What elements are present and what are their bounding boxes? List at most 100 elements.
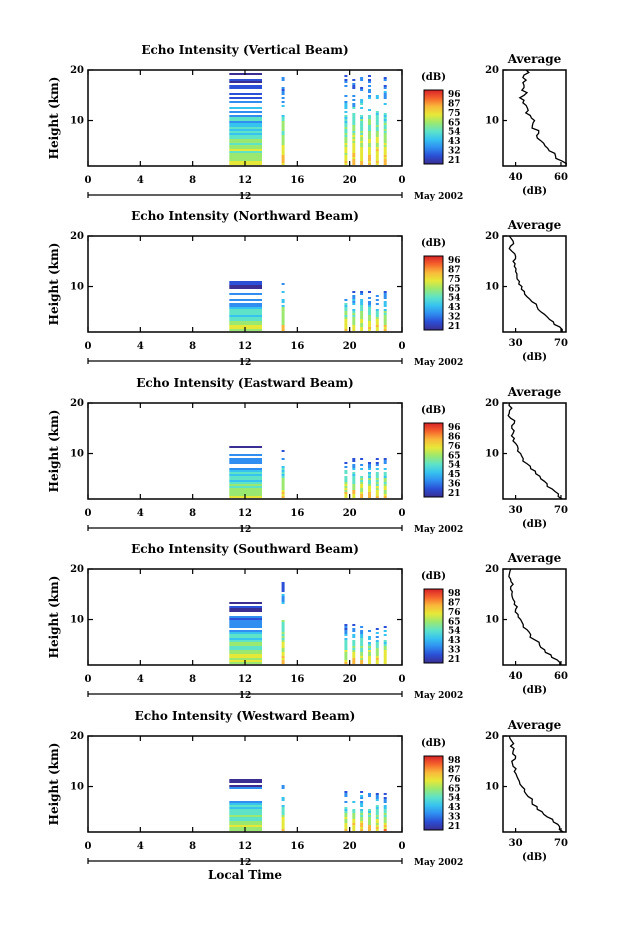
heatmap-cell xyxy=(368,81,371,83)
heatmap-cell xyxy=(375,821,379,823)
x-tick-label: 8 xyxy=(189,175,196,186)
avg-x-label: (dB) xyxy=(522,186,547,197)
heatmap-cell xyxy=(368,474,371,476)
x-tick-label: 12 xyxy=(238,508,252,519)
heatmap-cell xyxy=(368,153,371,155)
heatmap-cell xyxy=(352,133,356,135)
heatmap-cell xyxy=(281,650,285,652)
date-day-label: 12 xyxy=(239,858,252,868)
colorbar-tick-label: 96 xyxy=(448,90,461,100)
heatmap-cell xyxy=(344,472,348,474)
heatmap-cell xyxy=(352,125,356,127)
heatmap-cell xyxy=(352,121,356,123)
heatmap-cell xyxy=(229,151,262,153)
heatmap-cell xyxy=(229,157,262,159)
heatmap-cell xyxy=(360,654,364,656)
heatmap-cell xyxy=(375,323,379,325)
heatmap-cell xyxy=(360,486,364,488)
heatmap-cell xyxy=(229,159,262,161)
heatmap-cell xyxy=(352,315,356,317)
heatmap-cell xyxy=(352,113,356,115)
heatmap-cell xyxy=(368,95,371,97)
panel-4: Echo Intensity (Westward Beam) 20 10 Height… xyxy=(47,709,568,868)
heatmap-cell xyxy=(281,321,285,323)
heatmap-cell xyxy=(344,75,348,77)
heatmap-cell xyxy=(360,494,364,496)
heatmap-cell xyxy=(360,107,364,109)
heatmap-cell xyxy=(383,801,387,803)
heatmap-cell xyxy=(344,95,348,97)
x-tick-label: 0 xyxy=(85,175,92,186)
heatmap-cell xyxy=(368,654,371,656)
heatmap-cell xyxy=(375,496,379,498)
colorbar-tick-label: 21 xyxy=(448,156,461,166)
heatmap-data xyxy=(229,281,387,331)
heatmap-cell xyxy=(352,490,356,492)
heatmap-cell xyxy=(352,458,356,460)
heatmap-cell xyxy=(352,107,356,109)
heatmap-cell xyxy=(281,624,285,626)
heatmap-cell xyxy=(229,147,262,149)
heatmap-cell xyxy=(383,131,387,133)
heatmap-cell xyxy=(229,474,262,476)
heatmap-cell xyxy=(352,325,356,327)
heatmap-cell xyxy=(229,618,262,620)
heatmap-cell xyxy=(368,630,371,632)
heatmap-cell xyxy=(360,307,364,309)
heatmap-cell xyxy=(352,131,356,133)
heatmap-cell xyxy=(229,123,262,125)
avg-x-label: (dB) xyxy=(522,519,547,530)
heatmap-cell xyxy=(281,805,285,807)
heatmap-cell xyxy=(383,807,387,809)
heatmap-cell xyxy=(229,458,262,460)
heatmap-cell xyxy=(344,813,348,815)
heatmap-cell xyxy=(281,652,285,654)
heatmap-cell xyxy=(375,313,379,315)
heatmap-cell xyxy=(360,819,364,821)
heatmap-cell xyxy=(229,327,262,329)
heatmap-cell xyxy=(281,482,285,484)
avg-frame xyxy=(502,568,567,666)
heatmap-cell xyxy=(375,813,379,815)
heatmap-cell xyxy=(281,817,285,819)
heatmap-cell xyxy=(360,829,364,831)
heatmap-cell xyxy=(360,131,364,133)
x-tick-label: 4 xyxy=(137,341,144,352)
heatmap-cell xyxy=(375,494,379,496)
heatmap-cell xyxy=(383,476,387,478)
heatmap-cell xyxy=(375,464,379,466)
heatmap-cell xyxy=(229,642,262,644)
heatmap-cell xyxy=(281,301,285,303)
heatmap-cell xyxy=(352,819,356,821)
heatmap-cell xyxy=(375,472,379,474)
colorbar-tick-label: 36 xyxy=(448,480,461,490)
avg-x-label: (dB) xyxy=(522,352,547,363)
x-tick-label: 20 xyxy=(343,341,357,352)
colorbar-tick-label: 76 xyxy=(448,442,461,452)
heatmap-cell xyxy=(229,823,262,825)
heatmap-cell xyxy=(344,644,348,646)
heatmap-cell xyxy=(229,287,262,289)
heatmap-cell xyxy=(368,660,371,662)
heatmap-cell xyxy=(344,634,348,636)
panel-title: Echo Intensity (Eastward Beam) xyxy=(136,376,353,390)
heatmap-cell xyxy=(368,793,371,795)
heatmap-cell xyxy=(352,811,356,813)
heatmap-cell xyxy=(281,478,285,480)
heatmap-cell xyxy=(281,89,285,91)
heatmap-cell xyxy=(352,79,356,81)
heatmap-cell xyxy=(229,305,262,307)
heatmap-cell xyxy=(368,490,371,492)
heatmap-cell xyxy=(281,472,285,474)
heatmap-cell xyxy=(383,315,387,317)
heatmap-cell xyxy=(344,131,348,133)
heatmap-cell xyxy=(229,486,262,488)
heatmap-cell xyxy=(281,159,285,161)
heatmap-cell xyxy=(281,486,285,488)
heatmap-cell xyxy=(352,319,356,321)
heatmap-cell xyxy=(383,79,387,81)
heatmap-cell xyxy=(352,83,356,85)
heatmap-cell xyxy=(368,644,371,646)
heatmap-cell xyxy=(375,488,379,490)
heatmap-cell xyxy=(360,123,364,125)
